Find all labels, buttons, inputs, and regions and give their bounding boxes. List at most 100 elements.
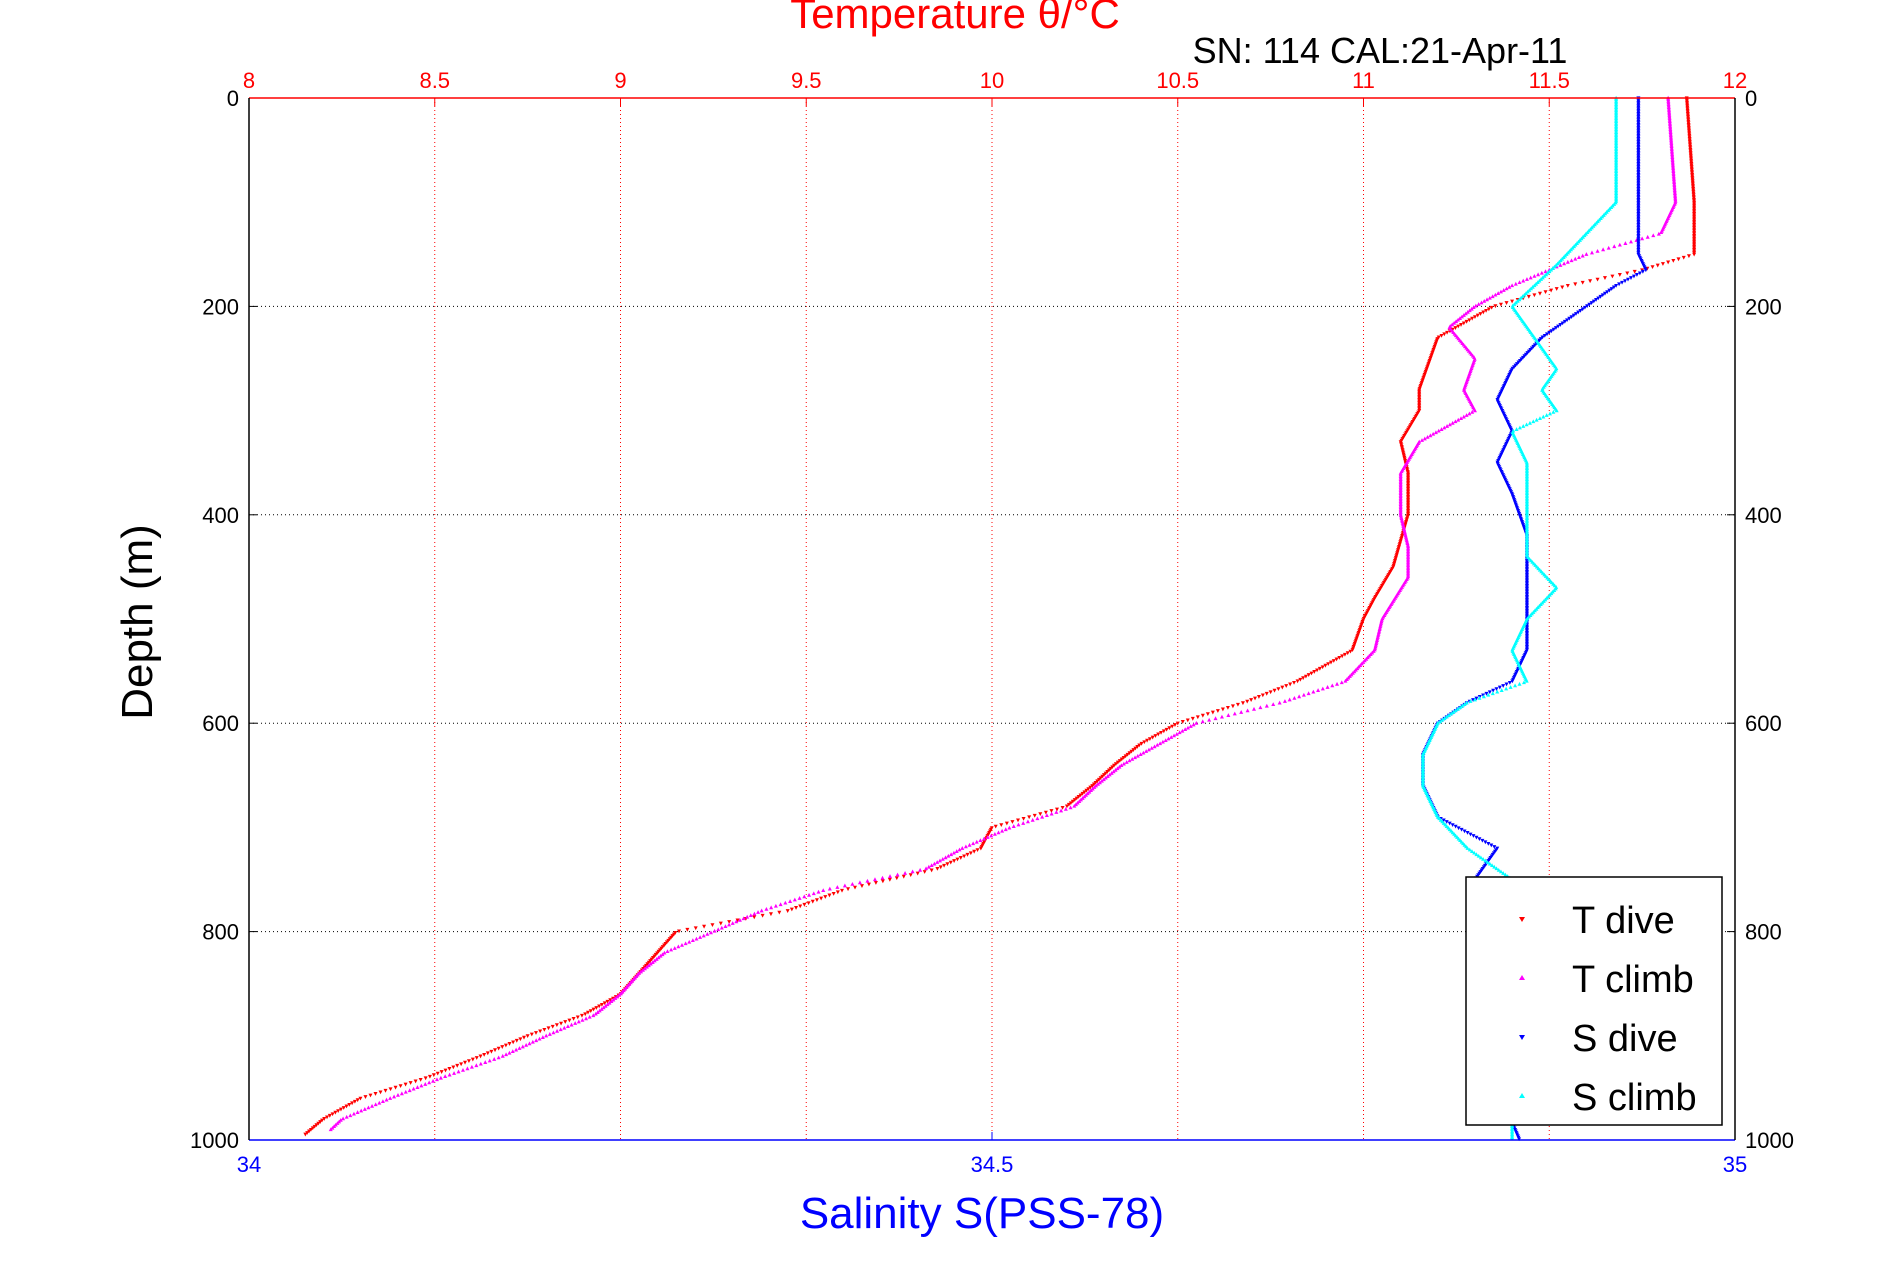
data-point-t-dive [308,1127,313,1132]
data-point-t-dive [887,877,892,882]
data-point-t-climb [716,927,721,932]
data-point-t-dive [1220,707,1225,712]
data-point-t-climb [946,853,951,858]
temperature-tick-label: 10.5 [1156,68,1199,93]
data-point-t-climb [1059,808,1064,813]
data-point-t-climb [888,874,893,878]
depth-tick-label-right: 800 [1745,920,1782,945]
data-point-t-dive [1080,791,1085,796]
data-point-s-dive [1631,274,1636,279]
data-point-t-dive [352,1099,357,1104]
data-point-t-dive [1481,310,1486,315]
salinity-tick-label: 34.5 [971,1152,1014,1177]
data-point-t-dive [1284,684,1289,688]
data-point-s-climb [1465,846,1470,850]
data-point-t-climb [1271,702,1276,707]
data-point-t-climb [1623,241,1628,245]
data-point-t-climb [1320,686,1325,691]
data-point-t-climb [1119,763,1124,768]
data-point-t-climb [1200,719,1205,724]
data-point-t-climb [672,946,677,950]
data-point-t-climb [1601,247,1606,252]
data-point-t-climb [1539,270,1544,275]
data-point-t-climb [932,861,937,866]
data-point-s-climb [1468,699,1473,703]
data-point-t-climb [943,855,948,860]
data-point-t-dive [1060,806,1065,810]
data-point-t-dive [1115,760,1120,765]
data-point-t-dive [344,1104,349,1109]
data-point-t-climb [773,903,778,908]
data-point-t-dive [418,1077,423,1082]
data-point-s-dive [1611,285,1616,290]
data-point-t-dive [798,904,803,909]
data-point-t-climb [1425,434,1430,439]
data-point-s-dive [1589,301,1594,305]
data-point-t-dive [827,893,832,898]
data-point-s-climb [1517,681,1522,686]
data-point-s-climb [1527,420,1532,425]
legend-marker [1519,1035,1525,1040]
data-point-t-climb [1177,730,1182,735]
data-point-t-dive [1573,282,1578,287]
data-point-s-climb [1460,703,1465,708]
data-point-t-climb [1135,753,1140,758]
data-point-t-climb [510,1049,515,1054]
data-point-t-climb [701,933,706,938]
data-point-t-climb [1453,419,1458,424]
data-point-t-dive [305,1131,310,1135]
data-point-t-climb [362,1107,367,1111]
data-point-s-climb [1451,710,1456,714]
data-point-t-climb [380,1099,385,1104]
data-point-t-dive [463,1060,468,1065]
data-point-t-climb [1121,761,1126,766]
data-point-s-climb [1444,714,1449,719]
data-point-t-climb [366,1105,371,1110]
data-point-t-climb [1264,703,1269,708]
data-point-t-dive [310,1126,315,1131]
data-point-t-dive [1692,252,1697,257]
data-point-t-climb [1536,272,1541,277]
data-point-t-dive [303,1132,308,1137]
data-point-t-climb [1097,780,1102,785]
data-point-t-dive [908,873,913,878]
data-point-s-dive [1594,298,1599,302]
data-point-s-dive [1617,282,1622,287]
data-point-t-dive [1456,324,1461,329]
data-point-t-dive [1320,665,1325,670]
data-point-t-dive [823,895,828,899]
data-point-s-dive [1596,296,1601,301]
data-point-t-dive [591,1007,596,1012]
data-point-t-climb [605,1002,610,1007]
chart-subtitle: SN: 114 CAL:21-Apr-11 [1193,30,1568,71]
data-point-t-climb [1498,289,1503,294]
data-point-t-dive [1439,333,1444,338]
data-point-t-climb [1152,744,1157,749]
data-point-t-climb [427,1080,432,1085]
data-point-t-climb [1044,813,1049,818]
data-point-t-dive [327,1113,332,1118]
data-point-s-climb [1483,858,1488,863]
data-point-s-dive [1562,319,1567,324]
data-point-t-dive [1445,330,1450,335]
data-point-t-climb [399,1091,404,1096]
plot-frame [248,97,1736,1141]
data-point-t-dive [1292,680,1297,685]
data-point-t-climb [1456,417,1461,422]
data-point-t-dive [1123,754,1128,759]
legend-label: T dive [1572,900,1675,942]
data-point-s-dive [1565,318,1570,323]
data-point-t-dive [320,1118,325,1123]
data-point-s-climb [1440,717,1445,722]
data-point-t-dive [1280,685,1285,690]
data-point-t-dive [789,907,794,912]
data-point-t-climb [370,1103,375,1108]
data-point-t-climb [978,838,983,843]
data-point-t-climb [1472,408,1477,413]
data-point-t-dive [503,1043,508,1048]
data-point-t-climb [960,846,965,850]
data-point-t-climb [1144,749,1149,753]
data-point-t-climb [650,960,655,964]
data-point-t-climb [1524,277,1529,281]
